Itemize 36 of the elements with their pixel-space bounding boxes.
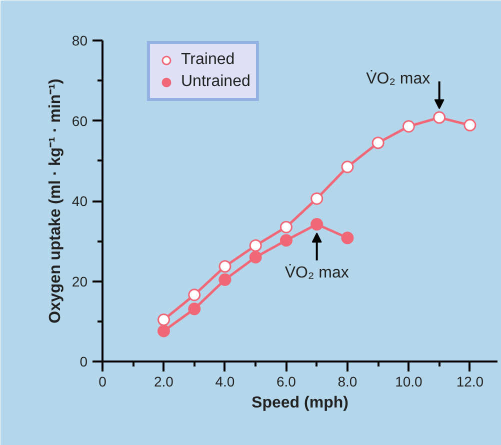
point — [464, 118, 476, 132]
point — [218, 260, 232, 273]
point — [341, 160, 354, 174]
point — [157, 314, 170, 326]
x-tick-label: 10.0 — [395, 374, 423, 390]
x-axis-title: Speed (mph) — [252, 394, 348, 412]
x-tick-label: 8.0 — [338, 374, 358, 390]
y-tick-label: 40 — [72, 193, 88, 209]
point — [280, 220, 292, 234]
point — [157, 324, 170, 338]
point — [310, 218, 324, 231]
point — [218, 273, 232, 286]
legend-label: Trained — [181, 51, 235, 69]
annotation: V̇O₂ max — [284, 262, 349, 282]
point — [249, 250, 262, 264]
x-tick-label: 6.0 — [276, 374, 296, 390]
point — [188, 288, 201, 302]
x-tick-label: 0 — [98, 374, 107, 390]
point — [310, 192, 324, 205]
point — [402, 120, 415, 133]
point — [372, 136, 384, 150]
point — [433, 111, 446, 124]
y-tick-label: 60 — [72, 112, 88, 129]
x-tick-label: 2.0 — [154, 374, 174, 390]
y-tick-label: 0 — [80, 354, 88, 370]
point — [280, 234, 292, 247]
point — [188, 302, 201, 316]
x-tick-label: 4.0 — [215, 374, 235, 390]
legend-label: Untrained — [181, 73, 250, 91]
annotation: V̇O₂ max — [366, 69, 430, 88]
y-tick-label: 20 — [72, 273, 88, 290]
y-tick-label: 80 — [72, 32, 88, 48]
point — [249, 239, 262, 252]
x-tick-label: 12.0 — [456, 374, 484, 390]
y-axis-title: Oxygen uptake (ml · kg⁻¹ · min⁻¹) — [46, 78, 64, 324]
point — [341, 232, 354, 244]
